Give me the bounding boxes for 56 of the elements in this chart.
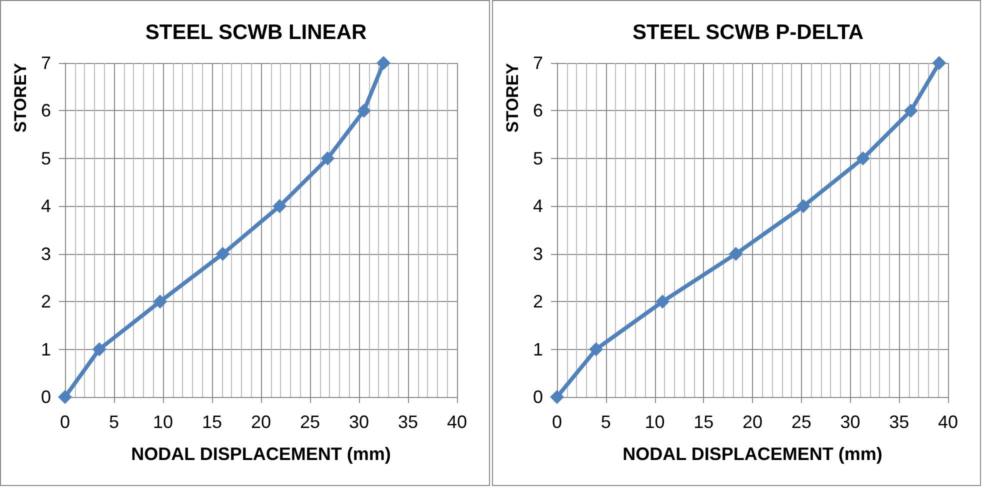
y-axis-title: STOREY xyxy=(503,62,522,133)
point xyxy=(376,56,390,70)
y-tick-label: 6 xyxy=(40,100,51,121)
y-tick-label: 6 xyxy=(532,100,543,121)
y-tick-label: 0 xyxy=(40,387,51,407)
point xyxy=(356,104,371,118)
y-tick-label: 5 xyxy=(40,148,51,168)
y-tick-label: 7 xyxy=(40,53,51,73)
point xyxy=(550,390,564,404)
x-tick-label: 10 xyxy=(152,412,174,432)
y-tick-label: 4 xyxy=(532,196,543,216)
x-tick-label: 15 xyxy=(202,412,222,432)
x-tick-label: 10 xyxy=(644,412,665,432)
y-tick-label: 2 xyxy=(532,292,543,312)
x-tick-label: 15 xyxy=(694,412,714,432)
x-tick-label: 40 xyxy=(446,412,468,432)
chart-title: STEEL SCWB LINEAR xyxy=(145,21,367,44)
x-tick-label: 30 xyxy=(840,412,860,432)
point xyxy=(728,246,743,261)
x-tick-label: 25 xyxy=(791,412,812,432)
chart-title: STEEL SCWB P-DELTA xyxy=(632,21,864,44)
point xyxy=(796,199,810,214)
x-tick-label: 35 xyxy=(889,412,910,432)
x-tick-label: 25 xyxy=(300,412,320,432)
point xyxy=(932,56,946,70)
y-tick-label: 4 xyxy=(40,196,51,216)
point xyxy=(216,246,230,261)
point xyxy=(656,294,670,309)
point xyxy=(92,342,106,356)
x-tick-label: 40 xyxy=(938,412,958,432)
point xyxy=(58,390,72,404)
y-tick-label: 3 xyxy=(40,244,51,264)
point xyxy=(153,294,168,309)
x-tick-label: 5 xyxy=(108,412,120,432)
x-tick-label: 35 xyxy=(398,412,418,432)
y-tick-label: 1 xyxy=(532,339,543,360)
point xyxy=(589,342,604,356)
point xyxy=(856,151,870,166)
y-tick-label: 0 xyxy=(532,387,543,407)
x-tick-label: 30 xyxy=(348,412,370,432)
y-tick-label: 2 xyxy=(40,292,51,312)
x-axis-title: NODAL DISPLACEMENT (mm) xyxy=(131,444,391,464)
y-axis-title: STOREY xyxy=(11,62,30,133)
x-tick-label: 20 xyxy=(250,412,272,432)
x-tick-label: 0 xyxy=(552,412,562,432)
x-axis-title: NODAL DISPLACEMENT (mm) xyxy=(622,444,882,464)
y-tick-label: 5 xyxy=(532,148,543,168)
x-tick-label: 0 xyxy=(60,412,70,432)
y-tick-label: 3 xyxy=(532,244,543,264)
point xyxy=(272,199,287,214)
x-tick-label: 20 xyxy=(742,412,763,432)
point xyxy=(904,104,918,118)
y-tick-label: 1 xyxy=(40,339,51,360)
x-tick-label: 5 xyxy=(600,412,611,432)
y-tick-label: 7 xyxy=(532,53,543,73)
point xyxy=(320,151,335,166)
